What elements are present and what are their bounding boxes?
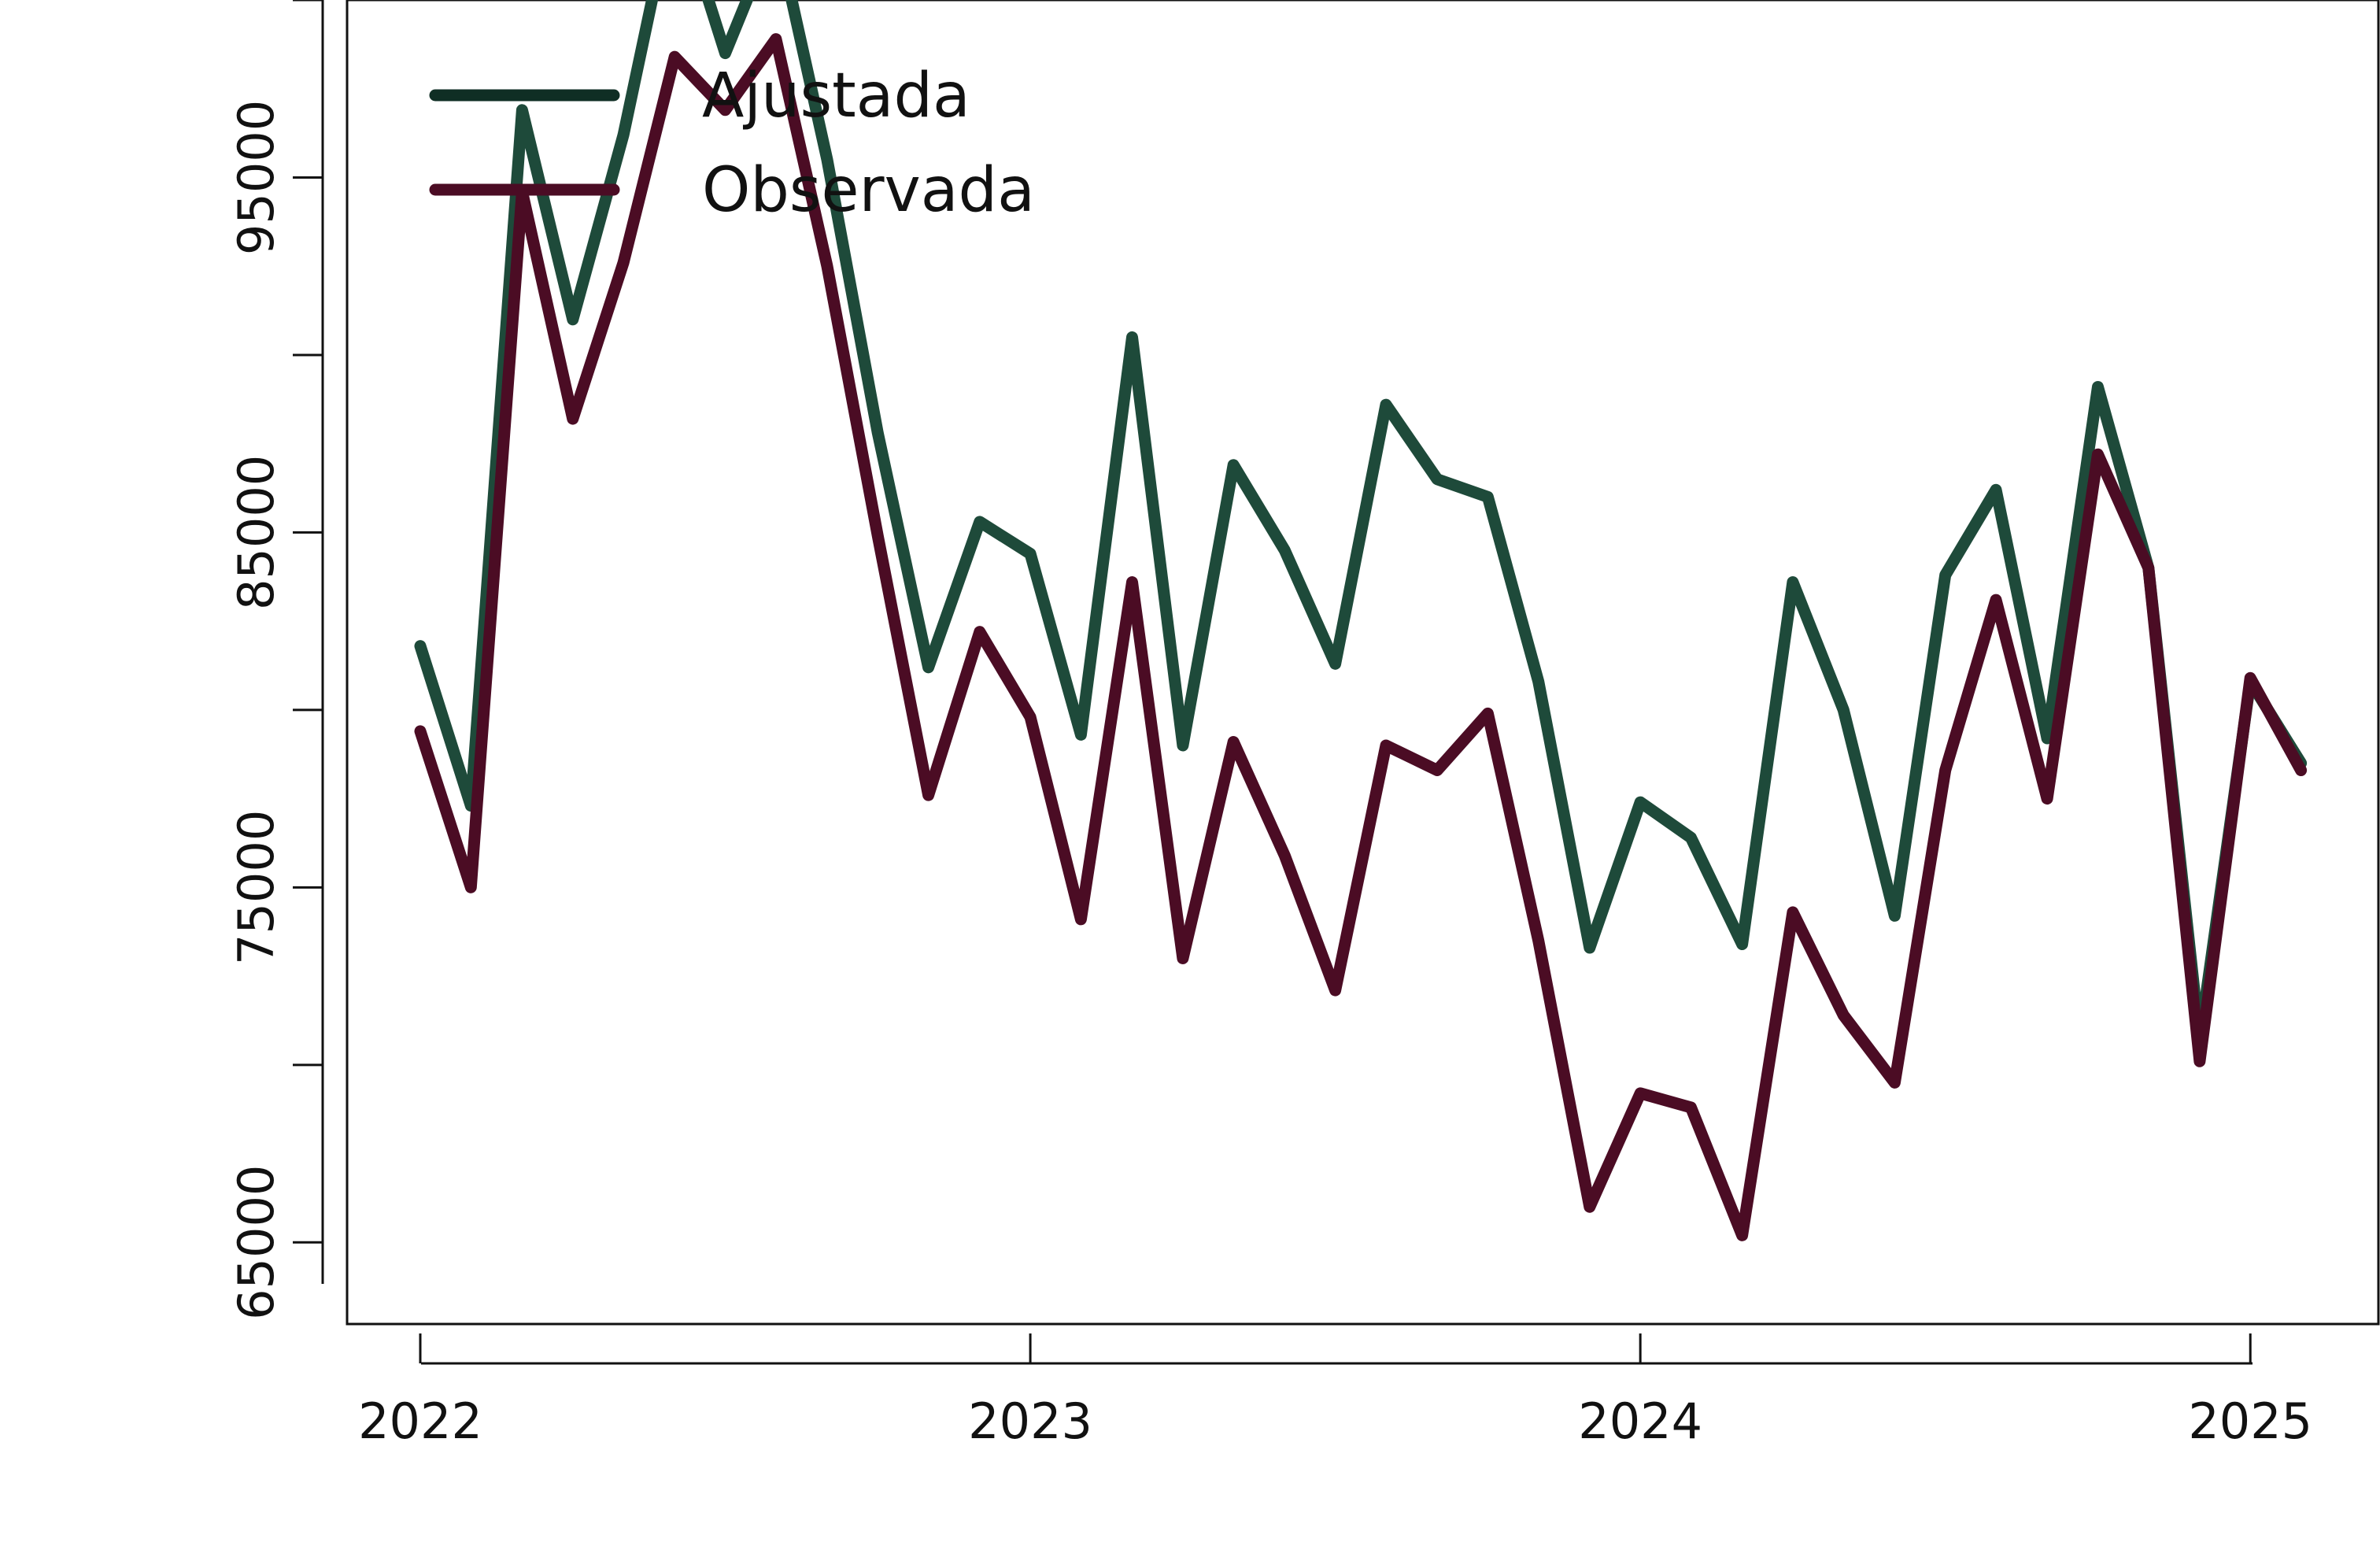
- x-axis: 2022 2023 2024 2025: [358, 1333, 2312, 1450]
- x-tick-label: 2025: [2188, 1393, 2312, 1450]
- y-tick-label: 95000: [227, 100, 285, 255]
- y-tick-label: 65000: [227, 1165, 285, 1320]
- y-tick-label: 75000: [227, 810, 285, 965]
- x-tick-label: 2024: [1578, 1393, 1702, 1450]
- legend: Ajustada Observada: [429, 61, 1035, 226]
- series-line-ajustada: [414, 0, 2308, 1046]
- series-layer: [414, 0, 2308, 1241]
- legend-label-observada: Observada: [702, 155, 1035, 226]
- plot-frame: [346, 0, 2380, 1326]
- y-tick-label: 85000: [227, 455, 285, 610]
- x-tick-label: 2022: [358, 1393, 482, 1450]
- y-axis: 65000 75000 85000 95000: [227, 0, 324, 1320]
- x-tick-label: 2023: [968, 1393, 1092, 1450]
- legend-label-ajustada: Ajustada: [702, 61, 970, 131]
- series-line-observada: [414, 33, 2308, 1241]
